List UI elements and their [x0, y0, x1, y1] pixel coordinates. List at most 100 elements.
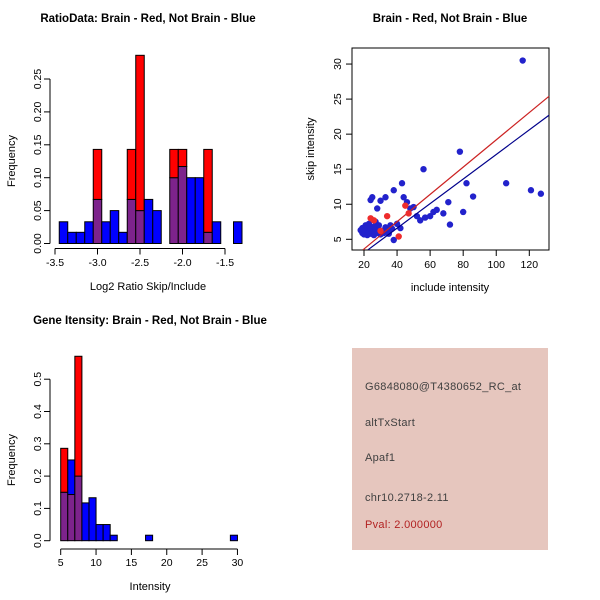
hist-bar-blue — [118, 231, 128, 244]
hist-bar-blue — [109, 210, 120, 245]
x-tick-label: 20 — [161, 557, 173, 569]
scatter-point-blue — [417, 217, 424, 224]
scatter-chart: Brain - Red, Not Brain - Blue 20 40 60 80 100… — [305, 13, 550, 294]
hist-bar-blue — [152, 210, 162, 245]
hist-bar-blue — [186, 177, 196, 244]
y-tick-label: 0.15 — [32, 134, 44, 155]
hist-bar-blue — [67, 231, 77, 244]
x-tick-label: 25 — [196, 557, 208, 569]
hist-bar-red — [60, 447, 69, 493]
y-tick-label: 20 — [332, 128, 344, 140]
hist-bar-overlap — [126, 198, 137, 244]
hist-bar-overlap — [67, 494, 76, 542]
hist-bar-blue — [81, 502, 90, 542]
y-tick-label: 0.3 — [32, 436, 44, 451]
y-tick-label: 0.05 — [32, 200, 44, 221]
scatter-point-blue — [374, 205, 381, 212]
x-tick-label: 5 — [58, 557, 64, 569]
scatter-point-blue — [445, 198, 452, 206]
y-tick-label: 0.25 — [32, 69, 44, 90]
y-tick-label: 0.0 — [32, 533, 44, 548]
gene-hist-chart: Gene Itensity: Brain - Red, Not Brain - … — [6, 315, 267, 593]
panel-gene-intensity-histogram: Gene Itensity: Brain - Red, Not Brain - … — [0, 300, 300, 600]
info-box: G6848080@T4380652_RC_at altTxStart Apaf1… — [352, 348, 548, 550]
scatter-point-blue — [527, 187, 535, 194]
scatter-point-red — [402, 202, 409, 209]
hist-bar-blue — [101, 221, 111, 244]
x-axis-title: Intensity — [130, 581, 171, 593]
y-tick-label: 15 — [332, 163, 344, 175]
scatter-point-blue — [390, 187, 397, 194]
x-tick-label: -3.0 — [88, 257, 106, 269]
chart-title: Gene Itensity: Brain - Red, Not Brain - … — [33, 315, 267, 327]
x-tick-label: 80 — [457, 259, 469, 271]
panel-info: G6848080@T4380652_RC_at altTxStart Apaf1… — [300, 300, 600, 600]
x-axis-title: include intensity — [411, 282, 490, 294]
y-tick-label: 0.10 — [32, 167, 44, 188]
scatter-point-blue — [502, 180, 510, 187]
locus-text: chr10.2718-2.11 — [365, 492, 449, 504]
scatter-point-blue — [519, 57, 526, 64]
x-tick-label: -3.5 — [46, 257, 64, 269]
scatter-point-blue — [537, 190, 545, 197]
y-tick-label: 0.1 — [32, 501, 44, 516]
x-tick-label: 120 — [521, 259, 539, 271]
scatter-point-red — [377, 227, 384, 235]
hist-bar-red — [92, 148, 103, 200]
chart-title: RatioData: Brain - Red, Not Brain - Blue — [40, 13, 255, 25]
scatter-point-blue — [420, 166, 427, 173]
hist-bar-red — [126, 148, 137, 200]
scatter-point-blue — [377, 197, 384, 204]
x-tick-label: -1.5 — [216, 257, 234, 269]
scatter-point-blue — [382, 194, 389, 201]
hist-bar-red — [169, 148, 179, 179]
scatter-point-blue — [440, 210, 447, 217]
plot-box — [351, 47, 550, 251]
x-axis-title: Log2 Ratio Skip/Include — [90, 281, 206, 293]
hist-bar-red — [135, 54, 145, 212]
hist-bar-overlap — [92, 198, 103, 244]
scatter-point-blue — [446, 221, 454, 228]
scatter-point-red — [370, 217, 378, 224]
scatter-point-blue — [459, 208, 467, 216]
hist-bar-red — [74, 355, 83, 477]
hist-bar-blue — [211, 221, 222, 244]
x-tick-label: 15 — [126, 557, 138, 569]
x-tick-label: 100 — [487, 259, 505, 271]
hist-bar-red — [203, 148, 213, 233]
hist-bar-overlap — [60, 491, 69, 542]
hist-bar-red — [177, 148, 188, 168]
hist-bar-blue — [233, 221, 243, 244]
hist-bar-blue — [229, 534, 238, 542]
hist-bar-blue — [194, 177, 205, 244]
hist-bar-blue — [58, 221, 69, 244]
probe-id-text: G6848080@T4380652_RC_at — [365, 381, 522, 393]
event-type-text: altTxStart — [365, 417, 416, 429]
scatter-point-blue — [400, 194, 407, 201]
y-axis-title: Frequency — [6, 135, 18, 187]
x-tick-label: -2.5 — [131, 257, 149, 269]
y-tick-label: 0.5 — [32, 372, 44, 387]
hist-bar-overlap — [203, 231, 213, 244]
scatter-point-blue — [369, 194, 376, 201]
hist-bar-blue — [109, 534, 118, 542]
hist-bar-blue — [84, 221, 94, 244]
hist-bar-blue — [95, 524, 104, 542]
y-axis-title: skip intensity — [305, 117, 317, 180]
scatter-point-blue — [463, 180, 470, 187]
fit-line-blue — [367, 114, 550, 251]
x-tick-label: 20 — [358, 259, 370, 271]
y-tick-label: 25 — [332, 93, 344, 105]
hist-bar-blue — [88, 497, 97, 542]
pval-text: Pval: 2.000000 — [365, 519, 443, 531]
gene-name-text: Apaf1 — [365, 452, 396, 464]
y-tick-label: 10 — [332, 198, 344, 210]
scatter-point-blue — [469, 193, 477, 200]
y-tick-label: 0.00 — [32, 233, 44, 254]
panel-intensity-scatter: Brain - Red, Not Brain - Blue 20 40 60 80 100… — [300, 0, 600, 300]
scatter-point-blue — [375, 222, 383, 229]
hist-bar-overlap — [74, 475, 83, 542]
hist-bar-overlap — [135, 210, 145, 245]
y-tick-label: 0.4 — [32, 404, 44, 419]
scatter-point-blue — [365, 220, 373, 228]
